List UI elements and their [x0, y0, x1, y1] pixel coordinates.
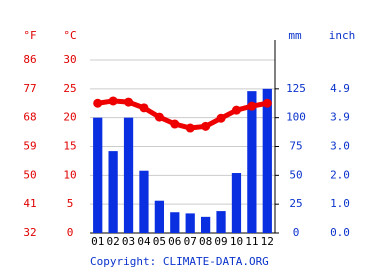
y2-tick-label: 100: [286, 111, 306, 124]
temperature-point: [247, 101, 257, 111]
yf-tick-label: 77: [23, 82, 36, 95]
temperature-point: [201, 121, 211, 131]
yf-tick-label: 50: [23, 168, 36, 181]
units-inch: inch: [329, 29, 356, 42]
units-f: °F: [23, 29, 36, 42]
yf-tick-label: 41: [23, 197, 36, 210]
yf-tick-label: 86: [23, 53, 36, 66]
bar: [170, 212, 180, 233]
x-tick-label: 11: [245, 235, 258, 248]
y-tick-label: 10: [63, 168, 76, 181]
y-tick-label: 25: [63, 82, 76, 95]
x-tick-label: 06: [168, 235, 181, 248]
y2-tick-label: 0: [293, 226, 300, 239]
x-tick-label: 01: [91, 235, 104, 248]
bar: [185, 213, 195, 233]
yin-tick-label: 1.0: [330, 197, 350, 210]
bar: [93, 117, 103, 233]
yf-tick-label: 32: [23, 226, 36, 239]
bar: [123, 117, 134, 233]
yin-tick-label: 4.9: [330, 82, 350, 95]
x-tick-label: 04: [137, 235, 151, 248]
bar: [247, 91, 257, 233]
bar: [139, 170, 149, 233]
yin-tick-label: 2.0: [330, 168, 350, 181]
yin-tick-label: 0.0: [330, 226, 350, 239]
yin-tick-label: 3.0: [330, 140, 350, 153]
bar: [216, 211, 226, 233]
temperature-point: [124, 97, 134, 107]
bar: [201, 216, 211, 233]
temperature-point: [93, 98, 103, 108]
yf-tick-label: 68: [23, 111, 36, 124]
units-mm: mm: [288, 29, 302, 42]
temperature-point: [231, 105, 241, 115]
units-c: °C: [63, 29, 76, 42]
y-tick-label: 15: [63, 140, 76, 153]
x-tick-label: 07: [184, 235, 197, 248]
bar: [262, 88, 272, 233]
temperature-point: [108, 96, 118, 106]
x-tick-label: 09: [214, 235, 227, 248]
x-tick-label: 02: [107, 235, 120, 248]
temperature-point: [262, 98, 272, 108]
bar: [231, 173, 242, 233]
y-tick-label: 0: [67, 226, 74, 239]
y-tick-label: 20: [63, 111, 76, 124]
x-tick-label: 05: [153, 235, 166, 248]
y2-tick-label: 75: [289, 140, 302, 153]
temperature-point: [154, 112, 164, 122]
x-tick-label: 12: [261, 235, 274, 248]
copyright: Copyright: CLIMATE-DATA.ORG: [90, 255, 269, 268]
temperature-point: [139, 103, 149, 113]
x-tick-label: 10: [230, 235, 243, 248]
temperature-point: [185, 123, 195, 133]
y-tick-label: 5: [67, 197, 74, 210]
yin-tick-label: 3.9: [330, 111, 350, 124]
x-tick-label: 08: [199, 235, 212, 248]
y2-tick-label: 125: [286, 82, 306, 95]
temperature-point: [170, 119, 180, 129]
bar: [108, 151, 118, 233]
temperature-line: [97, 98, 268, 131]
temperature-point: [216, 113, 226, 123]
bar: [154, 200, 164, 233]
yf-tick-label: 59: [23, 140, 36, 153]
x-tick-label: 03: [122, 235, 135, 248]
y-tick-label: 30: [63, 53, 76, 66]
y2-tick-label: 50: [289, 168, 302, 181]
y2-tick-label: 25: [289, 197, 302, 210]
